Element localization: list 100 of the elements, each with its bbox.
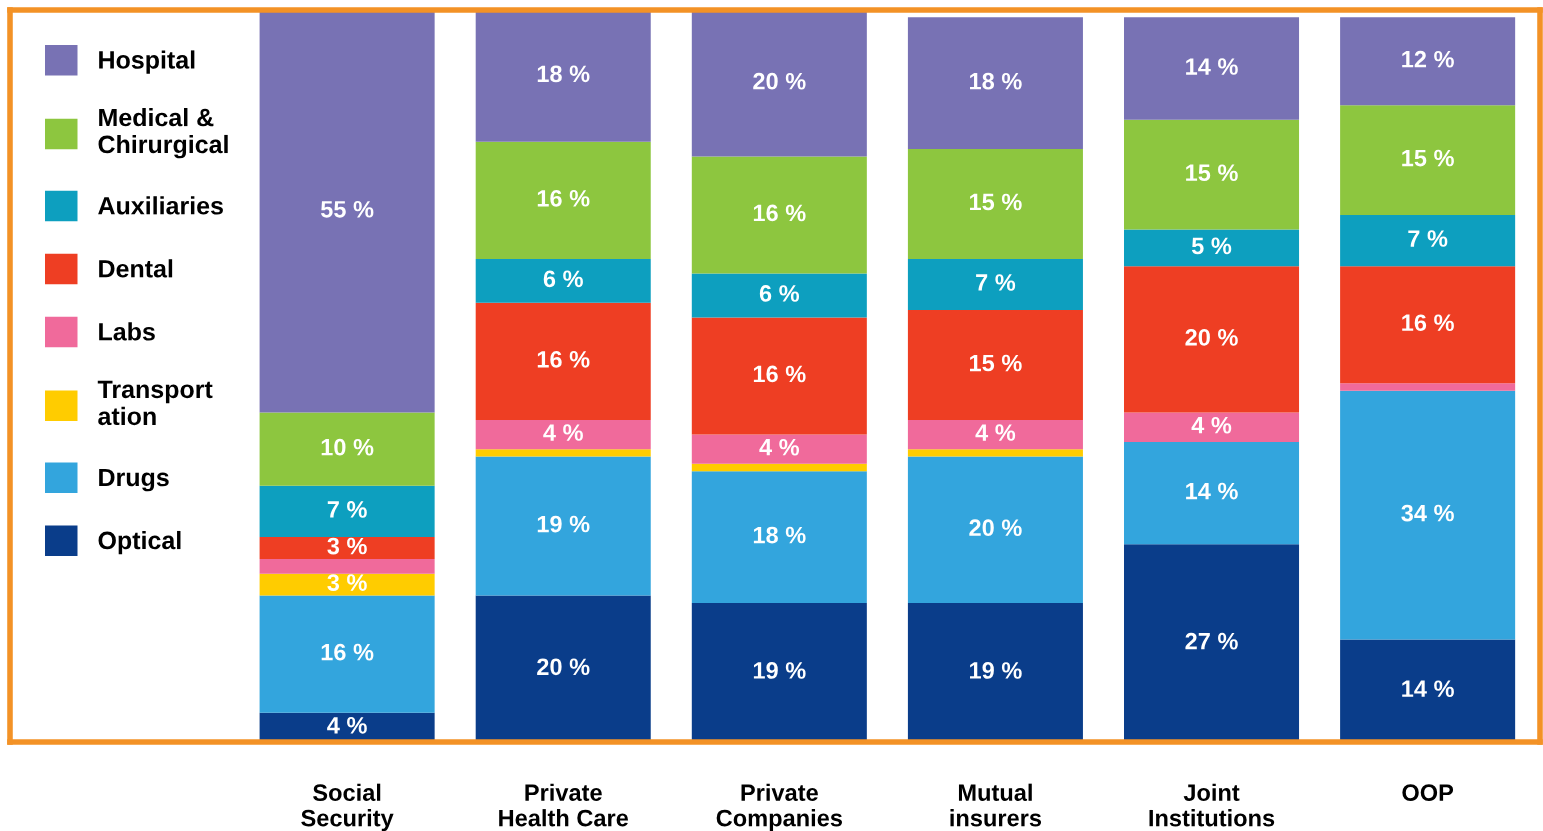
data-label: 16 %	[537, 350, 590, 368]
data-label: 6 %	[759, 285, 800, 302]
data-label: 18 %	[970, 72, 1022, 90]
bar	[691, 463, 867, 472]
data-label: 16 %	[753, 365, 806, 383]
data-label: 16 %	[537, 189, 590, 207]
bar	[1124, 544, 1300, 742]
bar	[259, 537, 435, 559]
bar	[259, 559, 435, 574]
bar	[907, 456, 1083, 603]
data-label: 7 %	[1408, 230, 1448, 247]
bar	[691, 156, 867, 274]
data-label: 3 %	[327, 574, 367, 591]
bar	[1340, 390, 1516, 640]
bar	[475, 419, 651, 450]
data-label: 4 %	[759, 438, 800, 456]
data-label: 20 %	[1185, 329, 1238, 346]
data-label: 16 %	[321, 643, 374, 661]
x-tick-label: Private Companies	[716, 783, 842, 831]
bar	[475, 258, 651, 303]
data-label: 55 %	[320, 200, 374, 218]
bar	[1124, 441, 1300, 545]
bar	[475, 141, 651, 259]
data-label: 7 %	[976, 274, 1016, 291]
data-label: 10 %	[321, 438, 374, 456]
data-label: 19 %	[970, 662, 1022, 679]
bar	[475, 302, 651, 420]
bar	[259, 573, 435, 596]
legend-label: Transport ation	[97, 380, 213, 426]
bar	[1340, 383, 1516, 391]
bar	[907, 602, 1083, 742]
bar	[475, 456, 651, 596]
bar	[1340, 17, 1516, 106]
bar	[691, 10, 867, 157]
data-label: 20 %	[969, 519, 1022, 537]
bar	[1124, 229, 1300, 267]
bar	[259, 412, 435, 486]
legend-label: Hospital	[99, 50, 195, 74]
bar	[1340, 214, 1516, 267]
bar	[691, 317, 867, 435]
data-label: 20 %	[753, 72, 806, 90]
data-label: 15 %	[970, 354, 1022, 372]
data-label: 15 %	[970, 193, 1022, 211]
legend-label: Medical & Chirurgical	[98, 108, 228, 159]
legend-label: Auxiliaries	[98, 196, 223, 215]
bar	[907, 419, 1083, 450]
bar	[1340, 266, 1516, 384]
data-label: 4 %	[975, 424, 1016, 441]
data-label: 18 %	[537, 65, 590, 83]
x-tick-label: Joint Institutions	[1149, 783, 1275, 827]
data-label: 16 %	[1402, 314, 1454, 332]
bar	[259, 595, 435, 713]
bar	[691, 273, 867, 318]
data-label: 15 %	[1402, 149, 1454, 167]
x-tick-label: Social Security	[301, 783, 394, 831]
data-label: 16 %	[753, 204, 806, 222]
bar	[907, 258, 1083, 311]
bar	[1124, 266, 1300, 413]
bar	[907, 17, 1083, 150]
bar	[1124, 119, 1300, 230]
legend-label: Labs	[99, 322, 155, 341]
bar	[475, 595, 651, 742]
data-label: 20 %	[537, 658, 590, 676]
data-label: 3 %	[327, 537, 367, 555]
bar	[1124, 17, 1300, 120]
data-label: 12 %	[1402, 50, 1454, 68]
bar	[1124, 412, 1300, 442]
data-label: 34 %	[1401, 504, 1454, 522]
bar	[259, 485, 435, 538]
data-label: 18 %	[753, 526, 806, 544]
x-tick-label: Mutual insurers	[950, 783, 1042, 827]
bar	[1340, 105, 1516, 215]
bar	[691, 471, 867, 603]
x-tick-label: Private Health Care	[499, 783, 629, 827]
data-label: 4 %	[1191, 416, 1232, 434]
data-label: 14 %	[1402, 680, 1454, 698]
bar	[907, 449, 1083, 457]
bar	[907, 149, 1083, 259]
data-label: 14 %	[1186, 482, 1238, 500]
legend-label: Dental	[99, 259, 173, 278]
data-label: 15 %	[1186, 164, 1238, 182]
bar	[1340, 639, 1516, 742]
data-label: 4 %	[543, 424, 583, 441]
bar	[907, 310, 1083, 420]
data-label: 6 %	[543, 270, 583, 288]
bar	[691, 434, 867, 464]
legend-label: Optical	[98, 530, 181, 555]
data-label: 19 %	[753, 662, 806, 679]
data-label: 5 %	[1191, 237, 1232, 255]
data-label: 4 %	[327, 717, 367, 734]
data-label: 27 %	[1185, 632, 1238, 650]
bar	[475, 449, 651, 457]
x-tick-label: OOP	[1402, 784, 1454, 802]
bar	[475, 10, 651, 142]
data-label: 7 %	[327, 501, 367, 518]
bar	[691, 602, 867, 742]
data-label: 14 %	[1186, 58, 1238, 75]
data-label: 19 %	[537, 515, 590, 533]
bar	[259, 10, 435, 413]
legend-label: Drugs	[99, 468, 169, 492]
